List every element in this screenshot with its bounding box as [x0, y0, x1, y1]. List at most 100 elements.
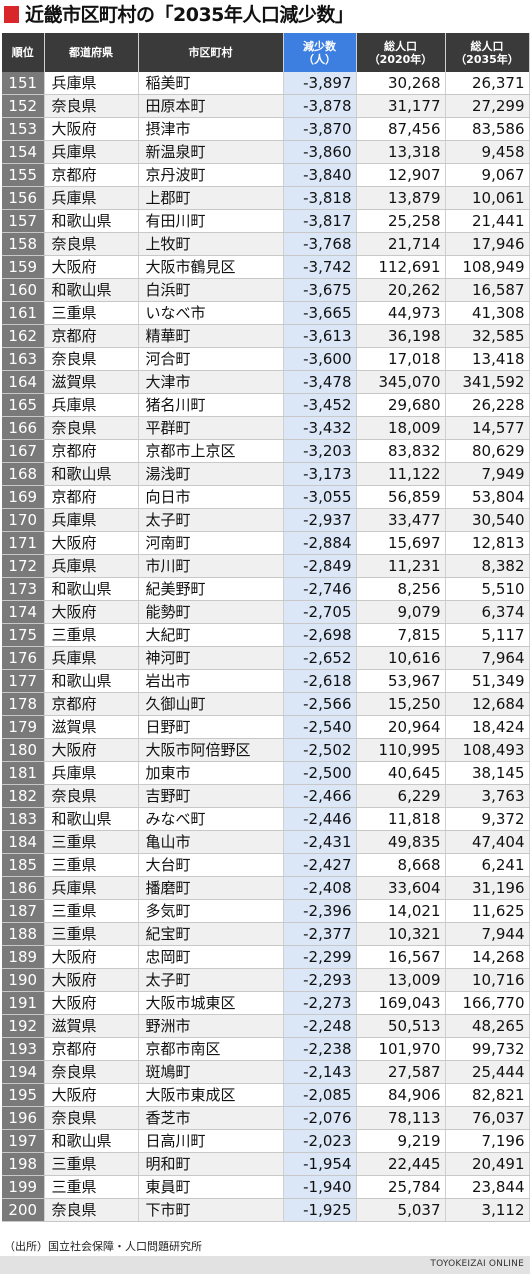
city-cell: 忠岡町 — [138, 945, 284, 969]
header-city: 市区町村 — [138, 33, 284, 72]
pop-2035-cell: 27,299 — [445, 94, 530, 118]
decrease-cell: -2,427 — [283, 853, 357, 877]
footer-bar: TOYOKEIZAI ONLINE — [0, 1256, 530, 1274]
table-row: 160 和歌山県 白浜町 -3,675 20,262 16,587 — [2, 278, 530, 302]
prefecture-cell: 兵庫県 — [44, 508, 139, 532]
pop-2035-cell: 51,349 — [445, 669, 530, 693]
pop-2020-cell: 20,964 — [356, 715, 446, 739]
decrease-cell: -3,665 — [283, 301, 357, 325]
table-row: 167 京都府 京都市上京区 -3,203 83,832 80,629 — [2, 439, 530, 463]
pop-2035-cell: 8,382 — [445, 554, 530, 578]
pop-2035-cell: 166,770 — [445, 991, 530, 1015]
pop-2035-cell: 99,732 — [445, 1037, 530, 1061]
pop-2020-cell: 84,906 — [356, 1083, 446, 1107]
pop-2020-cell: 15,697 — [356, 531, 446, 555]
pop-2035-cell: 12,684 — [445, 692, 530, 716]
rank-cell: 152 — [2, 94, 45, 118]
decrease-cell: -3,870 — [283, 117, 357, 141]
decrease-cell: -2,698 — [283, 623, 357, 647]
pop-2035-cell: 7,949 — [445, 462, 530, 486]
table-header-row: 順位 都道府県 市区町村 減少数 （人） 総人口 （2020年） 総人口 （20… — [2, 33, 530, 72]
prefecture-cell: 大阪府 — [44, 600, 139, 624]
table-row: 165 兵庫県 猪名川町 -3,452 29,680 26,228 — [2, 393, 530, 417]
decrease-cell: -2,431 — [283, 830, 357, 854]
decrease-cell: -3,675 — [283, 278, 357, 302]
pop-2035-cell: 10,061 — [445, 186, 530, 210]
title-bar: 近畿市区町村の「2035年人口減少数」 — [0, 0, 530, 30]
decrease-cell: -2,566 — [283, 692, 357, 716]
decrease-cell: -2,446 — [283, 807, 357, 831]
city-cell: 大紀町 — [138, 623, 284, 647]
table-row: 190 大阪府 太子町 -2,293 13,009 10,716 — [2, 968, 530, 992]
header-pop-2020: 総人口 （2020年） — [356, 33, 446, 72]
prefecture-cell: 京都府 — [44, 163, 139, 187]
table-row: 186 兵庫県 播磨町 -2,408 33,604 31,196 — [2, 876, 530, 900]
table-body: 151 兵庫県 稲美町 -3,897 30,268 26,371 152 奈良県 田原本町 -3,… — [2, 72, 530, 1222]
city-cell: 下市町 — [138, 1198, 284, 1222]
pop-2035-cell: 18,424 — [445, 715, 530, 739]
city-cell: みなべ町 — [138, 807, 284, 831]
table-row: 176 兵庫県 神河町 -2,652 10,616 7,964 — [2, 646, 530, 670]
city-cell: 紀宝町 — [138, 922, 284, 946]
decrease-cell: -3,600 — [283, 347, 357, 371]
prefecture-cell: 和歌山県 — [44, 669, 139, 693]
city-cell: 大阪市城東区 — [138, 991, 284, 1015]
pop-2020-cell: 20,262 — [356, 278, 446, 302]
prefecture-cell: 奈良県 — [44, 1198, 139, 1222]
pop-2020-cell: 22,445 — [356, 1152, 446, 1176]
prefecture-cell: 滋賀県 — [44, 1014, 139, 1038]
table-row: 172 兵庫県 市川町 -2,849 11,231 8,382 — [2, 554, 530, 578]
pop-2020-cell: 83,832 — [356, 439, 446, 463]
rank-cell: 161 — [2, 301, 45, 325]
rank-cell: 154 — [2, 140, 45, 164]
rank-cell: 163 — [2, 347, 45, 371]
pop-2020-cell: 87,456 — [356, 117, 446, 141]
rank-cell: 187 — [2, 899, 45, 923]
prefecture-cell: 兵庫県 — [44, 72, 139, 95]
prefecture-cell: 和歌山県 — [44, 807, 139, 831]
pop-2035-cell: 11,625 — [445, 899, 530, 923]
city-cell: 太子町 — [138, 968, 284, 992]
city-cell: 白浜町 — [138, 278, 284, 302]
rank-cell: 200 — [2, 1198, 45, 1222]
page-title: 近畿市区町村の「2035年人口減少数」 — [25, 4, 354, 26]
decrease-cell: -2,884 — [283, 531, 357, 555]
city-cell: 河南町 — [138, 531, 284, 555]
rank-cell: 167 — [2, 439, 45, 463]
city-cell: 大阪市阿倍野区 — [138, 738, 284, 762]
pop-2035-cell: 38,145 — [445, 761, 530, 785]
pop-2020-cell: 7,815 — [356, 623, 446, 647]
pop-2020-cell: 6,229 — [356, 784, 446, 808]
city-cell: いなべ市 — [138, 301, 284, 325]
table-row: 162 京都府 精華町 -3,613 36,198 32,585 — [2, 324, 530, 348]
table-row: 159 大阪府 大阪市鶴見区 -3,742 112,691 108,949 — [2, 255, 530, 279]
decrease-cell: -3,840 — [283, 163, 357, 187]
pop-2035-cell: 80,629 — [445, 439, 530, 463]
city-cell: 田原本町 — [138, 94, 284, 118]
pop-2035-cell: 5,510 — [445, 577, 530, 601]
rank-cell: 183 — [2, 807, 45, 831]
pop-2020-cell: 29,680 — [356, 393, 446, 417]
prefecture-cell: 大阪府 — [44, 945, 139, 969]
rank-cell: 190 — [2, 968, 45, 992]
pop-2020-cell: 110,995 — [356, 738, 446, 762]
pop-2020-cell: 56,859 — [356, 485, 446, 509]
rank-cell: 155 — [2, 163, 45, 187]
pop-2035-cell: 23,844 — [445, 1175, 530, 1199]
table-row: 164 滋賀県 大津市 -3,478 345,070 341,592 — [2, 370, 530, 394]
header-prefecture: 都道府県 — [44, 33, 139, 72]
rank-cell: 180 — [2, 738, 45, 762]
city-cell: 紀美野町 — [138, 577, 284, 601]
prefecture-cell: 京都府 — [44, 692, 139, 716]
prefecture-cell: 滋賀県 — [44, 370, 139, 394]
city-cell: 斑鳩町 — [138, 1060, 284, 1084]
source-note: （出所）国立社会保障・人口問題研究所 — [4, 1240, 202, 1253]
table-row: 161 三重県 いなべ市 -3,665 44,973 41,308 — [2, 301, 530, 325]
pop-2020-cell: 10,616 — [356, 646, 446, 670]
city-cell: 京都市上京区 — [138, 439, 284, 463]
decrease-cell: -1,940 — [283, 1175, 357, 1199]
decrease-cell: -3,613 — [283, 324, 357, 348]
rank-cell: 194 — [2, 1060, 45, 1084]
decrease-cell: -2,408 — [283, 876, 357, 900]
decrease-cell: -2,143 — [283, 1060, 357, 1084]
